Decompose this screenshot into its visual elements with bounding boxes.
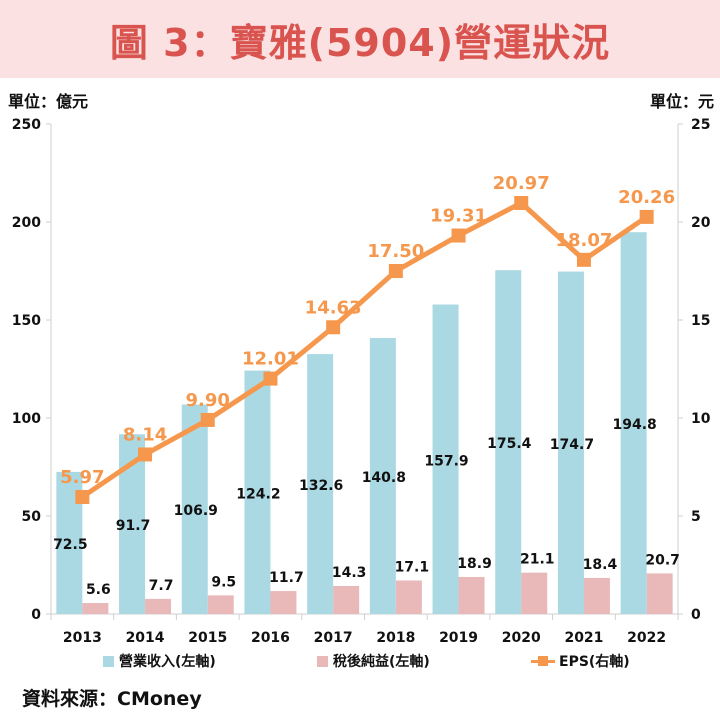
left-tick-label: 250 [12,117,41,133]
left-tick-label: 200 [12,215,41,231]
x-tick-label: 2021 [564,630,603,646]
x-tick-label: 2014 [126,630,165,646]
bar-net-income [646,573,673,614]
net-income-data-label: 18.4 [583,557,618,573]
x-tick-label: 2022 [627,630,666,646]
eps-marker [326,320,341,335]
bar-net-income [145,598,172,614]
legend-label-eps: EPS(右軸) [559,654,630,670]
bar-revenue [244,370,271,614]
net-income-data-label: 20.7 [645,552,680,568]
revenue-data-label: 106.9 [174,503,218,519]
eps-data-label: 18.07 [555,230,612,251]
right-axis-unit: 單位：元 [649,92,714,111]
revenue-data-label: 174.7 [550,437,594,453]
x-tick-label: 2018 [376,630,415,646]
net-income-data-label: 21.1 [520,552,555,568]
eps-marker [75,489,90,504]
left-tick-label: 50 [22,509,42,525]
bar-net-income [82,603,109,614]
bar-revenue [432,304,459,614]
title-banner: 圖 3：寶雅(5904)營運狀況 [0,0,720,78]
net-income-data-label: 14.3 [332,565,367,581]
eps-data-label: 20.26 [618,187,675,208]
eps-marker [388,264,403,278]
x-tick-label: 2016 [251,630,290,646]
eps-data-label: 5.97 [60,467,104,488]
bar-net-income [583,577,610,614]
legend-swatch-revenue [103,655,114,667]
bar-revenue [620,232,647,614]
eps-line [80,200,649,500]
net-income-data-label: 18.9 [457,556,492,572]
net-income-data-label: 17.1 [395,559,430,575]
revenue-data-label: 194.8 [613,417,657,433]
x-tick-label: 2017 [314,630,353,646]
left-tick-label: 150 [12,313,41,329]
left-tick-label: 100 [12,411,41,427]
bar-revenue [557,271,584,614]
bar-revenue [495,270,522,614]
eps-data-label: 17.50 [367,241,424,262]
eps-data-label: 8.14 [123,424,167,445]
left-tick-label: 0 [31,607,41,623]
eps-marker [451,228,466,243]
net-income-data-label: 7.7 [149,578,174,594]
x-tick-label: 2020 [502,630,541,646]
eps-marker [263,371,278,386]
right-tick-label: 5 [691,509,701,525]
left-axis-unit: 單位：億元 [8,92,89,111]
revenue-data-label: 132.6 [299,478,343,494]
legend-label-revenue: 營業收入(左軸) [119,654,216,670]
legend-label-net-income: 稅後純益(左軸) [333,654,430,670]
x-tick-label: 2015 [188,630,227,646]
bar-revenue [369,338,396,614]
eps-marker [138,447,153,462]
bar-net-income [395,580,422,614]
x-tick-label: 2019 [439,630,478,646]
net-income-data-label: 5.6 [86,582,111,598]
chart-title: 圖 3：寶雅(5904)營運狀況 [109,20,611,65]
net-income-data-label: 11.7 [269,570,304,586]
right-tick-label: 25 [691,117,710,133]
eps-marker [639,209,654,224]
legend-swatch-eps [531,655,555,667]
bar-net-income [333,585,360,614]
bar-revenue [307,354,334,614]
net-income-data-label: 9.5 [211,574,236,590]
eps-data-label: 14.63 [305,297,362,318]
revenue-data-label: 91.7 [116,518,151,534]
right-tick-label: 10 [691,411,711,427]
bar-net-income [458,576,485,614]
bar-net-income [521,572,548,614]
revenue-data-label: 140.8 [362,470,406,486]
eps-marker [514,195,529,210]
legend-item-eps: EPS(右軸) [531,651,630,671]
revenue-data-label: 72.5 [53,537,88,553]
legend: 營業收入(左軸) 稅後純益(左軸) EPS(右軸) [0,651,720,673]
eps-data-label: 20.97 [493,173,550,194]
bar-net-income [207,595,234,614]
bar-revenue [181,404,208,614]
revenue-data-label: 157.9 [424,453,468,469]
right-tick-label: 20 [691,215,711,231]
eps-marker [576,252,591,267]
eps-data-label: 19.31 [430,206,487,227]
legend-swatch-net-income [317,655,328,667]
bar-net-income [270,591,297,614]
right-tick-label: 15 [691,313,710,329]
legend-item-revenue: 營業收入(左軸) [103,651,216,671]
revenue-data-label: 124.2 [236,486,280,502]
legend-item-net-income: 稅後純益(左軸) [317,651,430,671]
eps-marker [200,412,215,427]
eps-data-label: 12.01 [242,349,299,370]
source-note: 資料來源：CMoney [22,688,202,710]
right-tick-label: 0 [691,607,701,623]
revenue-data-label: 175.4 [487,436,532,452]
eps-data-label: 9.90 [186,390,230,411]
x-tick-label: 2013 [63,630,102,646]
